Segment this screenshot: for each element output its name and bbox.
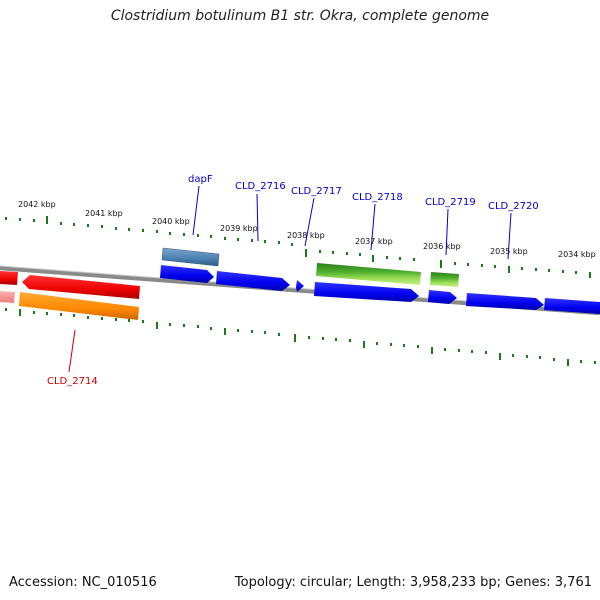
lower-tick-row bbox=[5, 308, 596, 366]
CLD_2718-leader bbox=[370, 203, 376, 251]
forward-cds-arrow[interactable] bbox=[466, 293, 544, 310]
gene-label-CLD_2720[interactable]: CLD_2720 bbox=[488, 201, 539, 212]
CLD_2720-leader bbox=[507, 212, 512, 260]
upper-tick-row bbox=[5, 216, 591, 278]
forward-cds-arrow[interactable] bbox=[544, 298, 600, 314]
reverse-cds-arrow[interactable] bbox=[0, 271, 18, 285]
dapF-leader bbox=[192, 185, 200, 236]
gene-label-CLD_2718[interactable]: CLD_2718 bbox=[352, 192, 403, 203]
gene-label-dapF[interactable]: dapF bbox=[188, 174, 213, 185]
forward-cds-arrow[interactable] bbox=[216, 271, 290, 291]
tick-label: 2042 kbp bbox=[18, 200, 56, 209]
CLD_2714-leader bbox=[68, 329, 76, 373]
tick-label: 2034 kbp bbox=[558, 250, 596, 259]
forward-strand bbox=[160, 265, 600, 314]
dapF-feature[interactable] bbox=[161, 247, 220, 267]
gene-label-CLD_2716[interactable]: CLD_2716 bbox=[235, 181, 286, 192]
tick-label: 2040 kbp bbox=[152, 217, 190, 226]
forward-cds-arrow[interactable] bbox=[428, 290, 457, 304]
reverse-strand bbox=[0, 271, 140, 320]
tick-label: 2039 kbp bbox=[220, 224, 258, 233]
CLD_2716-leader bbox=[256, 193, 259, 242]
reverse-cds-arrow[interactable] bbox=[22, 275, 140, 299]
tick-label: 2038 kbp bbox=[287, 231, 325, 240]
reverse-feature[interactable] bbox=[0, 291, 15, 303]
forward-cds-arrow[interactable] bbox=[314, 282, 419, 302]
CLD_2719-feature[interactable] bbox=[430, 272, 459, 287]
map-title: Clostridium botulinum B1 str. Okra, comp… bbox=[110, 8, 490, 24]
gene-label-CLD_2717[interactable]: CLD_2717 bbox=[291, 186, 342, 197]
gene-label-CLD_2719[interactable]: CLD_2719 bbox=[425, 197, 476, 208]
tick-label: 2036 kbp bbox=[423, 242, 461, 251]
gene-label-CLD_2714[interactable]: CLD_2714 bbox=[47, 376, 98, 387]
genome-summary-text: Topology: circular; Length: 3,958,233 bp… bbox=[234, 575, 592, 590]
tick-label: 2037 kbp bbox=[355, 237, 393, 246]
tick-label: 2041 kbp bbox=[85, 209, 123, 218]
CLD_2714-feature[interactable] bbox=[19, 292, 139, 320]
accession-text: Accession: NC_010516 bbox=[9, 575, 157, 590]
forward-cds-arrow[interactable] bbox=[296, 280, 304, 292]
CLD_2719-leader bbox=[445, 208, 449, 256]
CLD_2717-leader bbox=[304, 197, 315, 247]
CLD_2718-feature[interactable] bbox=[316, 263, 421, 285]
forward-cds-arrow[interactable] bbox=[160, 265, 214, 283]
